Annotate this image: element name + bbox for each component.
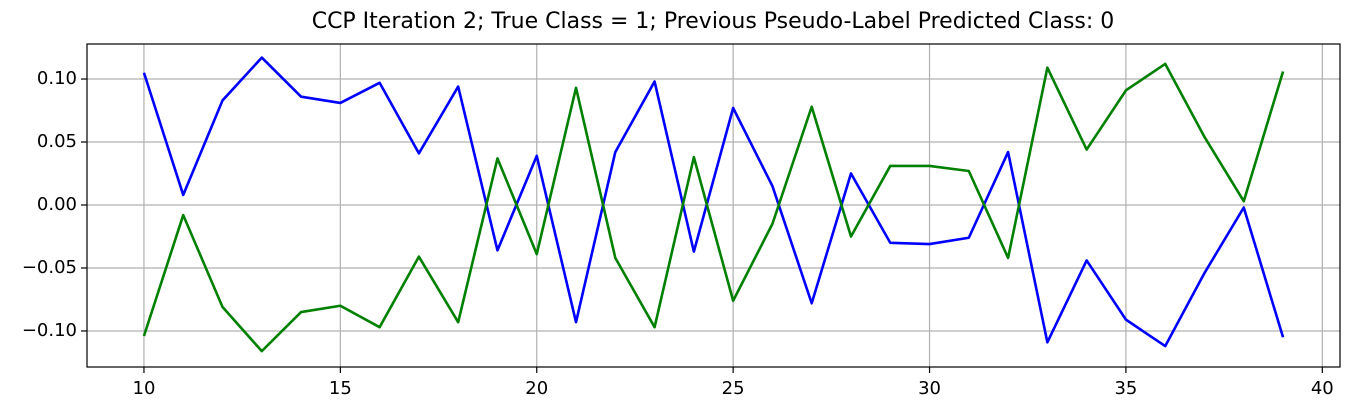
line-series	[142, 56, 1285, 348]
y-tick-label: 0.05	[37, 131, 77, 152]
line-series	[142, 62, 1285, 353]
x-tick-label: 10	[133, 378, 156, 399]
x-tick-label: 20	[525, 378, 548, 399]
x-tick-label: 35	[1114, 378, 1137, 399]
y-tick-label: 0.10	[37, 68, 77, 89]
x-tick-label: 25	[722, 378, 745, 399]
y-tick-label: −0.05	[22, 257, 77, 278]
x-tick-label: 15	[329, 378, 352, 399]
x-tick-label: 30	[918, 378, 941, 399]
y-tick-label: −0.10	[22, 320, 77, 341]
chart-title: CCP Iteration 2; True Class = 1; Previou…	[312, 9, 1115, 34]
y-tick-label: 0.00	[37, 194, 77, 215]
plot-frame	[86, 43, 1341, 368]
x-tick-label: 40	[1311, 378, 1334, 399]
